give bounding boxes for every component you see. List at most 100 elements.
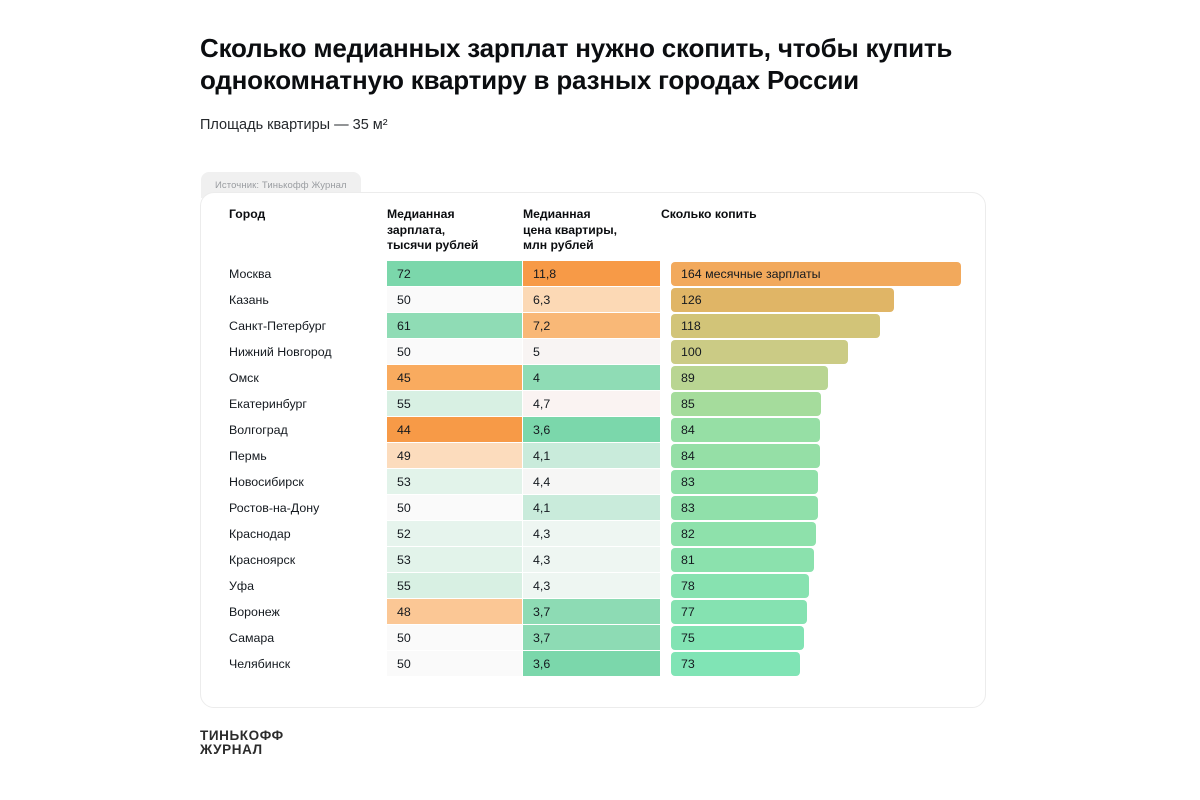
- column-header-city: Город: [229, 207, 266, 221]
- cell-city: Красноярск: [229, 553, 296, 567]
- header: Сколько медианных зарплат нужно скопить,…: [200, 32, 1010, 134]
- save-bar-label: 126: [681, 293, 702, 307]
- table-row: Пермь 49 4,1 84: [201, 443, 985, 469]
- save-bar-label: 83: [681, 501, 695, 515]
- cell-salary: 53: [387, 469, 523, 495]
- cell-salary: 61: [387, 313, 523, 339]
- cell-save: 84: [661, 443, 981, 469]
- cell-save: 83: [661, 495, 981, 521]
- cell-city: Омск: [229, 371, 259, 385]
- data-table: Город Медианная зарплата, тысячи рублей …: [201, 193, 985, 677]
- cell-price: 4,1: [523, 495, 661, 521]
- cell-save: 73: [661, 651, 981, 677]
- cell-price: 4,3: [523, 547, 661, 573]
- save-bar-label: 118: [681, 319, 701, 333]
- cell-save: 82: [661, 521, 981, 547]
- cell-salary: 55: [387, 573, 523, 599]
- cell-city: Новосибирск: [229, 475, 304, 489]
- save-bar: [671, 522, 816, 546]
- table-row: Санкт-Петербург 61 7,2 118: [201, 313, 985, 339]
- column-header-price: Медианная цена квартиры, млн рублей: [523, 207, 617, 252]
- save-bar: [671, 470, 818, 494]
- cell-save: 118: [661, 313, 981, 339]
- save-bar-label: 164 месячные зарплаты: [681, 267, 821, 281]
- cell-price: 4,7: [523, 391, 661, 417]
- save-bar-label: 82: [681, 527, 695, 541]
- cell-salary: 53: [387, 547, 523, 573]
- save-bar-label: 89: [681, 371, 695, 385]
- page-subtitle: Площадь квартиры — 35 м²: [200, 117, 388, 133]
- cell-price: 5: [523, 339, 661, 365]
- save-bar-label: 75: [681, 631, 695, 645]
- table-row: Красноярск 53 4,3 81: [201, 547, 985, 573]
- cell-city: Челябинск: [229, 657, 291, 671]
- cell-salary: 48: [387, 599, 523, 625]
- table-row: Казань 50 6,3 126: [201, 287, 985, 313]
- table-row: Омск 45 4 89: [201, 365, 985, 391]
- cell-save: 100: [661, 339, 981, 365]
- cell-price: 4,1: [523, 443, 661, 469]
- cell-price: 11,8: [523, 261, 661, 287]
- cell-price: 4,3: [523, 573, 661, 599]
- save-bar-label: 77: [681, 605, 695, 619]
- cell-city: Волгоград: [229, 423, 288, 437]
- table-row: Уфа 55 4,3 78: [201, 573, 985, 599]
- cell-save: 77: [661, 599, 981, 625]
- cell-salary: 55: [387, 391, 523, 417]
- cell-salary: 72: [387, 261, 523, 287]
- cell-price: 3,6: [523, 417, 661, 443]
- data-card: Город Медианная зарплата, тысячи рублей …: [200, 192, 986, 708]
- cell-salary: 52: [387, 521, 523, 547]
- cell-salary: 45: [387, 365, 523, 391]
- column-header-save: Сколько копить: [661, 207, 757, 221]
- column-header-salary: Медианная зарплата, тысячи рублей: [387, 207, 479, 252]
- save-bar: [671, 288, 894, 312]
- table-row: Новосибирск 53 4,4 83: [201, 469, 985, 495]
- save-bar-label: 78: [681, 579, 695, 593]
- cell-price: 4: [523, 365, 661, 391]
- cell-price: 3,7: [523, 625, 661, 651]
- save-bar-label: 84: [681, 449, 695, 463]
- save-bar: [671, 548, 815, 572]
- cell-save: 89: [661, 365, 981, 391]
- cell-city: Нижний Новгород: [229, 345, 332, 359]
- cell-price: 7,2: [523, 313, 661, 339]
- save-bar: [671, 314, 880, 338]
- save-bar: [671, 626, 804, 650]
- cell-city: Ростов-на-Дону: [229, 501, 320, 515]
- save-bar: [671, 574, 809, 598]
- save-bar: [671, 600, 808, 624]
- cell-city: Екатеринбург: [229, 397, 307, 411]
- save-bar-label: 84: [681, 423, 695, 437]
- cell-city: Самара: [229, 631, 275, 645]
- cell-price: 4,3: [523, 521, 661, 547]
- table-row: Челябинск 50 3,6 73: [201, 651, 985, 677]
- cell-city: Санкт-Петербург: [229, 319, 327, 333]
- table-row: Волгоград 44 3,6 84: [201, 417, 985, 443]
- table-body: Москва 72 11,8 164 месячные зарплаты Казань 5…: [201, 261, 985, 677]
- save-bar-label: 73: [681, 657, 695, 671]
- save-bar-label: 85: [681, 397, 695, 411]
- cell-save: 126: [661, 287, 981, 313]
- cell-city: Казань: [229, 293, 269, 307]
- save-bar: [671, 366, 829, 390]
- save-bar: [671, 444, 820, 468]
- save-bar: [671, 392, 822, 416]
- cell-salary: 50: [387, 287, 523, 313]
- table-row: Нижний Новгород 50 5 100: [201, 339, 985, 365]
- table-row: Самара 50 3,7 75: [201, 625, 985, 651]
- cell-save: 75: [661, 625, 981, 651]
- cell-save: 164 месячные зарплаты: [661, 261, 981, 287]
- cell-price: 6,3: [523, 287, 661, 313]
- cell-salary: 49: [387, 443, 523, 469]
- save-bar: [671, 340, 848, 364]
- cell-city: Москва: [229, 267, 272, 281]
- cell-city: Краснодар: [229, 527, 291, 541]
- tinkoff-journal-logo: ТИНЬКОФФ ЖУРНАЛ: [200, 728, 284, 757]
- cell-salary: 50: [387, 625, 523, 651]
- cell-salary: 44: [387, 417, 523, 443]
- cell-save: 78: [661, 573, 981, 599]
- table-row: Воронеж 48 3,7 77: [201, 599, 985, 625]
- cell-price: 3,7: [523, 599, 661, 625]
